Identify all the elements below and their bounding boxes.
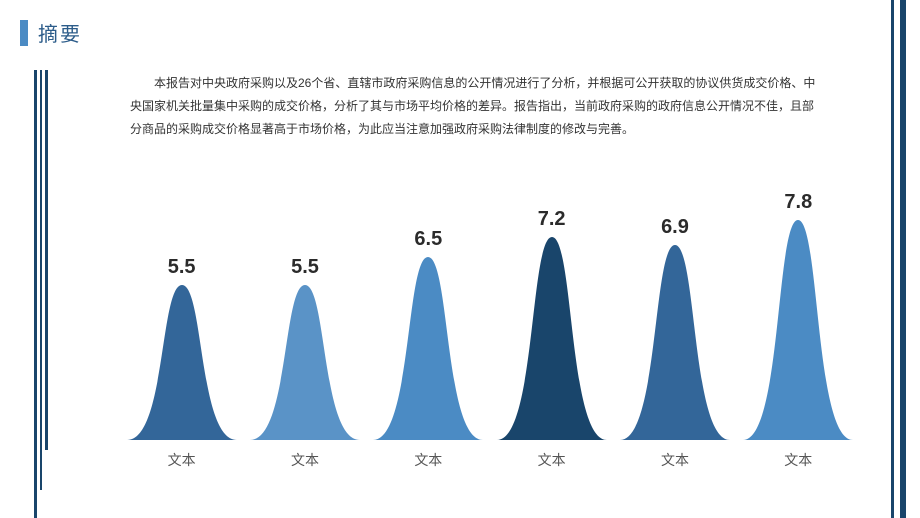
chart-category-label: 文本 <box>538 450 566 470</box>
chart-category-label: 文本 <box>661 450 689 470</box>
decor-stripes-right <box>891 0 906 518</box>
chart-series: 7.2文本 <box>490 237 613 470</box>
chart-peak <box>737 220 860 440</box>
chart-category-label: 文本 <box>414 450 442 470</box>
chart-category-label: 文本 <box>168 450 196 470</box>
decor-stripe <box>45 70 48 450</box>
chart-value-label: 7.2 <box>538 208 566 231</box>
chart-series: 5.5文本 <box>243 285 366 470</box>
decor-stripes-left <box>34 70 48 518</box>
chart-value-label: 6.5 <box>414 228 442 251</box>
chart-series: 7.8文本 <box>737 220 860 470</box>
title-accent-bar <box>20 20 28 46</box>
chart-value-label: 5.5 <box>291 256 319 279</box>
chart-category-label: 文本 <box>784 450 812 470</box>
chart-peak <box>243 285 366 440</box>
chart-category-label: 文本 <box>291 450 319 470</box>
chart-peak <box>120 285 243 440</box>
decor-stripe <box>40 70 43 490</box>
page-title: 摘要 <box>38 18 82 47</box>
chart-series: 5.5文本 <box>120 285 243 470</box>
decor-stripe <box>900 0 906 518</box>
chart-peak <box>613 245 736 440</box>
summary-text: 本报告对中央政府采购以及26个省、直辖市政府采购信息的公开情况进行了分析，并根据… <box>130 72 825 140</box>
chart-value-label: 7.8 <box>784 191 812 214</box>
chart-series: 6.9文本 <box>613 245 736 470</box>
chart-peak <box>490 237 613 440</box>
title-block: 摘要 <box>20 18 82 47</box>
decor-stripe <box>34 70 37 518</box>
chart-value-label: 6.9 <box>661 216 689 239</box>
chart-peak <box>367 257 490 440</box>
peak-chart: 5.5文本5.5文本6.5文本7.2文本6.9文本7.8文本 <box>120 170 860 470</box>
decor-stripe <box>891 0 894 518</box>
chart-value-label: 5.5 <box>168 256 196 279</box>
chart-series: 6.5文本 <box>367 257 490 470</box>
